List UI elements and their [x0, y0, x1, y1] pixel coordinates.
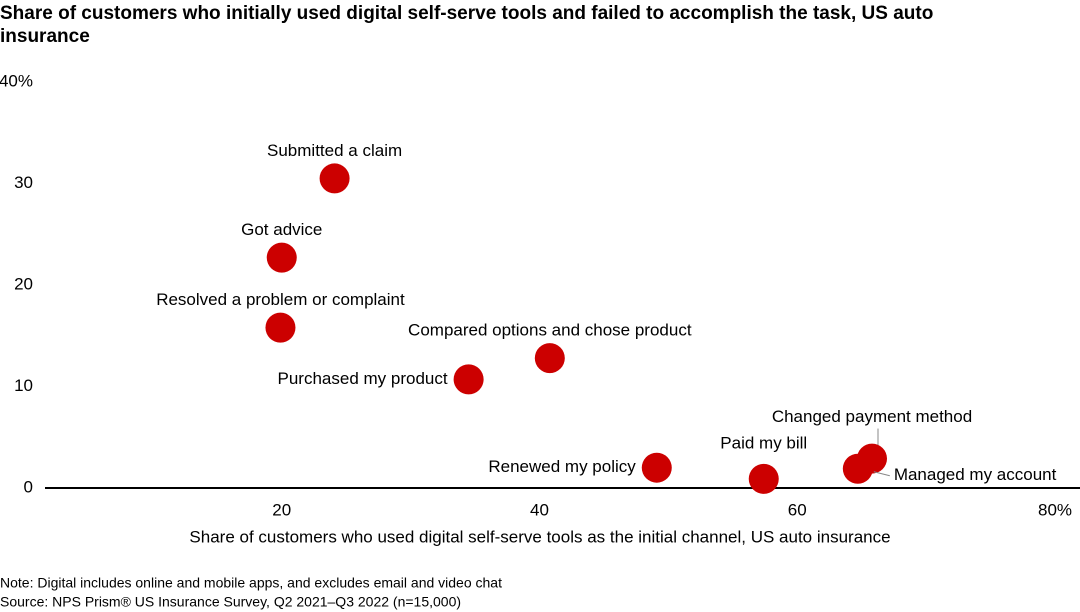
- point-label: Renewed my policy: [488, 457, 636, 476]
- point-label: Compared options and chose product: [408, 321, 692, 340]
- point: [265, 312, 296, 343]
- y-tick-label: 0: [24, 477, 33, 496]
- leader-line: [873, 471, 890, 477]
- point: [453, 364, 484, 395]
- point: [266, 242, 297, 273]
- source: Source: NPS Prism® US Insurance Survey, …: [0, 594, 461, 610]
- point-label: Managed my account: [894, 465, 1057, 484]
- point: [748, 463, 779, 494]
- y-tick-label: 30: [14, 173, 33, 192]
- point: [842, 453, 873, 484]
- point-label: Changed payment method: [772, 407, 972, 426]
- x-tick-label: 80%: [1038, 500, 1072, 519]
- point-label: Resolved a problem or complaint: [156, 290, 405, 309]
- x-tick-label: 20: [272, 500, 291, 519]
- point-label: Purchased my product: [278, 369, 448, 388]
- y-tick-label: 20: [14, 274, 33, 293]
- x-tick-label: 40: [530, 500, 549, 519]
- y-tick-label: 40%: [0, 71, 33, 90]
- point-label: Submitted a claim: [267, 141, 402, 160]
- note: Note: Digital includes online and mobile…: [0, 575, 502, 591]
- point-label: Paid my bill: [720, 433, 807, 452]
- y-tick-label: 10: [14, 376, 33, 395]
- point: [641, 452, 672, 483]
- x-axis-title: Share of customers who used digital self…: [189, 527, 890, 546]
- x-tick-label: 60: [788, 500, 807, 519]
- point: [534, 343, 565, 374]
- point-label: Got advice: [241, 220, 322, 239]
- point: [319, 163, 350, 194]
- chart-title: Share of customers who initially used di…: [0, 3, 934, 47]
